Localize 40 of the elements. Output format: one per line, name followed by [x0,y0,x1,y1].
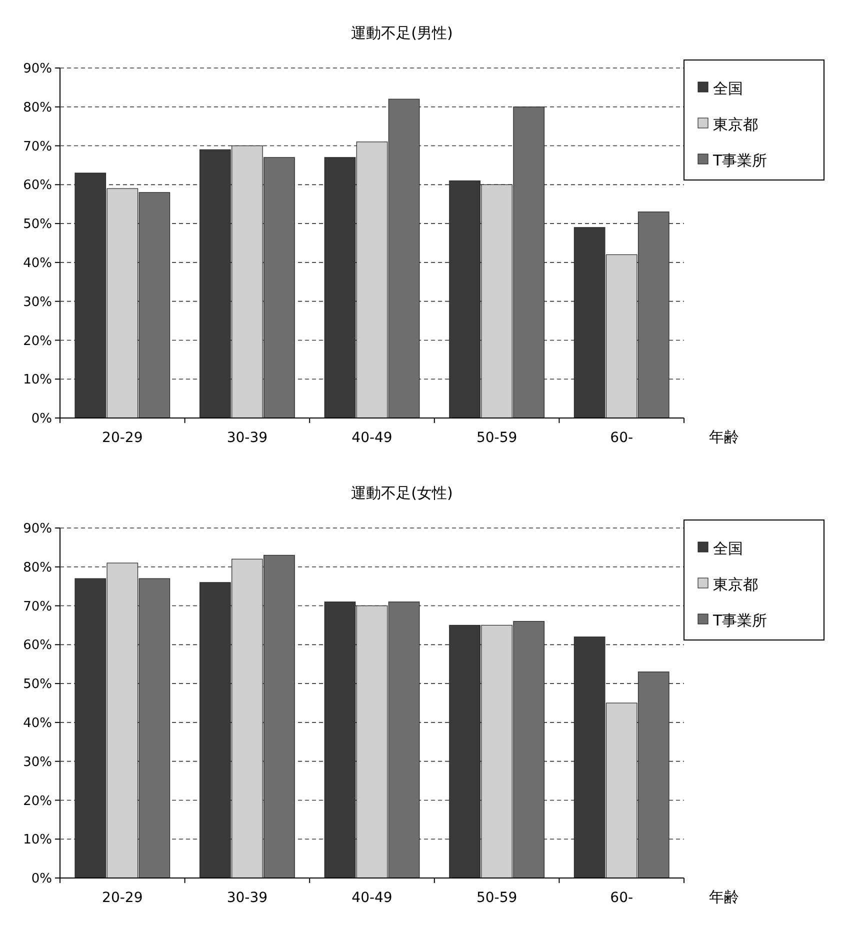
y-tick-label: 80% [23,560,52,576]
x-tick-label: 50-59 [476,890,518,906]
y-tick-label: 20% [23,334,52,349]
x-axis-title: 年齢 [709,428,739,446]
legend-label: 東京都 [713,575,758,594]
x-tick-label: 50-59 [476,430,518,446]
y-tick-label: 10% [23,372,52,388]
legend-label: 全国 [713,79,743,98]
y-tick-label: 30% [23,754,52,770]
y-tick-label: 60% [23,638,52,654]
y-tick-label: 50% [23,677,52,692]
y-tick-label: 70% [23,599,52,614]
y-tick-label: 20% [23,794,52,809]
legend-label: 全国 [713,539,743,558]
y-tick-label: 0% [31,872,52,887]
x-tick-label: 40-49 [352,890,392,906]
y-tick-label: 30% [23,294,52,310]
x-tick-label: 60- [610,430,634,446]
chart-title: 運動不足(女性) [351,484,453,502]
x-axis-title: 年齢 [709,888,739,906]
x-tick-label: 30-39 [226,890,268,906]
y-tick-label: 50% [23,217,52,232]
legend-label: T事業所 [712,611,768,630]
y-tick-label: 90% [23,522,52,537]
x-tick-label: 60- [610,890,634,906]
legend-label: T事業所 [712,151,768,170]
y-tick-label: 80% [23,100,52,116]
y-tick-label: 40% [23,256,52,271]
y-tick-label: 70% [23,139,52,154]
y-tick-label: 40% [23,716,52,731]
chart-title: 運動不足(男性) [351,24,453,42]
x-tick-label: 40-49 [352,430,392,446]
x-tick-label: 30-39 [226,430,268,446]
x-tick-label: 20-29 [102,890,143,906]
y-tick-label: 10% [23,832,52,848]
x-tick-label: 20-29 [102,430,143,446]
y-tick-label: 0% [31,412,52,427]
y-tick-label: 90% [23,62,52,77]
y-tick-label: 60% [23,178,52,194]
legend-label: 東京都 [713,115,758,134]
